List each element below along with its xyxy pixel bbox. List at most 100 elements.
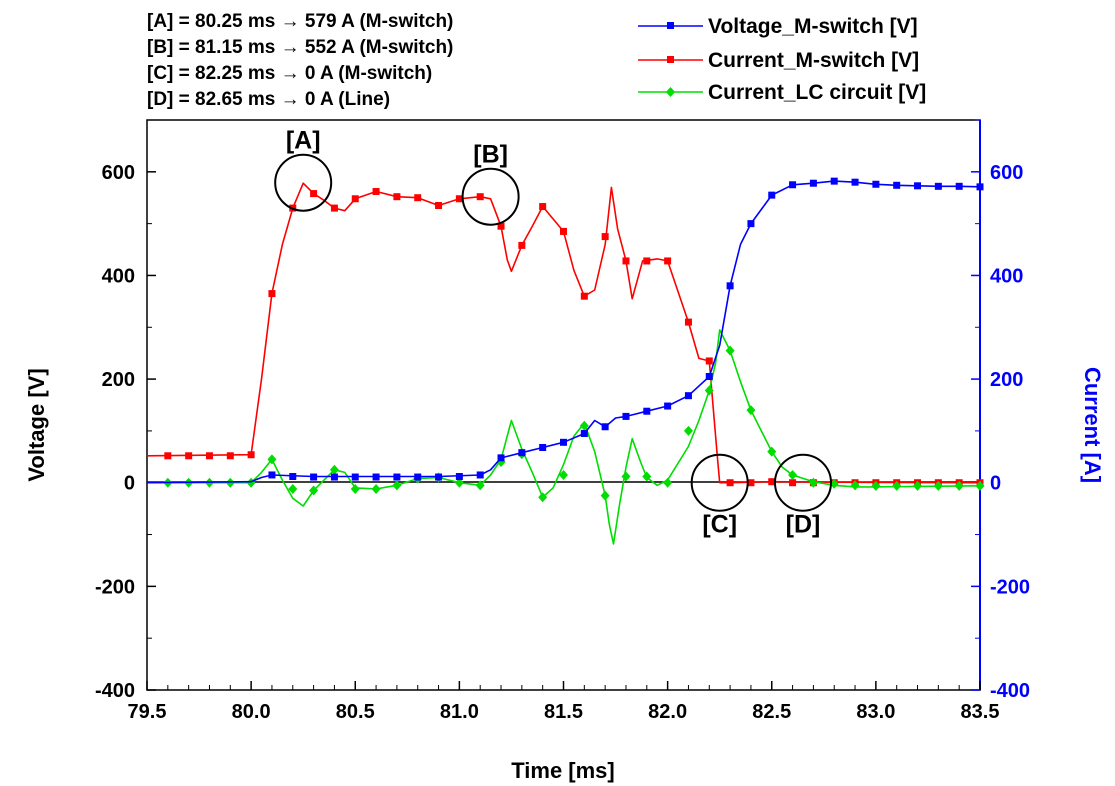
- annotation-b: [B] = 81.15 ms → 552 A (M-switch): [147, 37, 453, 58]
- legend: Voltage_M-switch [V] Current_M-switch [V…: [638, 15, 926, 104]
- data-point: [310, 473, 318, 481]
- data-point: [746, 405, 756, 416]
- data-point: [310, 190, 318, 198]
- data-point: [268, 290, 276, 298]
- data-point: [851, 178, 859, 186]
- highlight-circle: [461, 167, 520, 226]
- data-point: [622, 257, 630, 265]
- x-tick-label: 81.5: [544, 701, 583, 723]
- x-tick-label: 80.0: [232, 701, 271, 723]
- data-point: [788, 469, 798, 480]
- legend-marker-current-lc: [666, 87, 675, 97]
- y-right-tick-label: 400: [990, 265, 1023, 287]
- x-tick-label: 80.5: [336, 701, 375, 723]
- data-point: [726, 282, 734, 290]
- data-point: [330, 473, 338, 481]
- data-point: [538, 492, 548, 503]
- data-point: [371, 483, 381, 494]
- marked-point-a: [A]: [274, 127, 333, 212]
- data-point: [267, 454, 277, 465]
- data-point: [560, 227, 567, 235]
- x-axis-title: Time [ms]: [511, 758, 615, 783]
- y-right-tick-label: 200: [990, 369, 1023, 391]
- data-point: [664, 402, 672, 410]
- data-point: [726, 479, 734, 487]
- series-line: [147, 329, 981, 545]
- data-point: [579, 420, 589, 431]
- data-point: [435, 473, 443, 481]
- data-point: [372, 188, 380, 196]
- data-point: [329, 464, 339, 475]
- right-axis-title: Current [A]: [1080, 367, 1105, 483]
- data-point: [705, 357, 713, 365]
- marked-points-layer: [A] [B] [C] [D]: [274, 127, 832, 539]
- data-point: [580, 292, 588, 300]
- data-point: [892, 480, 902, 491]
- x-tick-label: 81.0: [440, 701, 479, 723]
- data-point: [476, 193, 484, 201]
- x-tick-label: 83.0: [856, 701, 895, 723]
- data-point: [747, 220, 755, 228]
- legend-marker-voltage: [667, 22, 674, 29]
- data-point: [871, 480, 881, 491]
- data-point: [789, 181, 797, 189]
- x-tick-label: 82.5: [752, 701, 791, 723]
- data-point: [455, 195, 463, 203]
- data-point: [705, 373, 713, 380]
- data-point: [497, 454, 505, 462]
- data-point: [560, 438, 567, 446]
- data-point: [643, 257, 651, 265]
- data-point: [767, 446, 777, 457]
- marked-point-b: [B]: [461, 141, 520, 226]
- data-point: [435, 202, 443, 209]
- y-right-tick-label: -200: [990, 576, 1030, 598]
- data-point: [475, 480, 485, 491]
- data-point: [497, 222, 505, 230]
- series-line: [146, 180, 981, 484]
- legend-label-current-mswitch: Current_M-switch [V]: [708, 49, 919, 72]
- data-point: [476, 471, 484, 479]
- data-point: [933, 480, 943, 491]
- data-point: [414, 473, 422, 481]
- data-point: [518, 449, 526, 457]
- data-point: [455, 473, 463, 481]
- highlight-circle: [690, 453, 749, 512]
- left-axis-title: Voltage [V]: [24, 368, 49, 481]
- left-axis-ticks: -400 -200 0 200 400 600: [95, 119, 156, 702]
- marked-point-label: [A]: [286, 127, 321, 155]
- data-point: [934, 182, 942, 190]
- data-point: [518, 241, 526, 249]
- data-point: [789, 479, 797, 487]
- data-point: [683, 425, 693, 436]
- data-point: [268, 471, 276, 479]
- data-point: [809, 179, 817, 187]
- y-left-tick-label: -400: [95, 680, 135, 702]
- y-left-tick-label: -200: [95, 576, 135, 598]
- data-point: [684, 318, 692, 326]
- data-point: [351, 195, 359, 203]
- data-point: [559, 469, 568, 480]
- series-line: [146, 182, 981, 484]
- annotation-c: [C] = 82.25 ms → 0 A (M-switch): [147, 63, 432, 84]
- legend-label-current-lc: Current_LC circuit [V]: [708, 81, 926, 104]
- data-point: [684, 392, 692, 400]
- data-point: [185, 452, 193, 460]
- data-point: [454, 477, 464, 488]
- data-point: [914, 182, 922, 190]
- data-point: [893, 181, 901, 189]
- y-right-tick-label: 600: [990, 162, 1023, 184]
- data-point: [289, 473, 297, 481]
- annotation-a: [A] = 80.25 ms → 579 A (M-switch): [147, 11, 453, 32]
- data-point: [372, 473, 380, 481]
- data-point: [393, 473, 401, 481]
- data-point: [664, 257, 672, 265]
- data-point: [747, 479, 755, 487]
- legend-label-voltage: Voltage_M-switch [V]: [708, 15, 918, 38]
- plot-frame: [146, 119, 981, 691]
- data-point: [768, 191, 776, 199]
- data-point: [622, 412, 630, 420]
- data-point: [601, 423, 609, 431]
- data-point: [309, 485, 319, 496]
- data-point: [164, 452, 172, 460]
